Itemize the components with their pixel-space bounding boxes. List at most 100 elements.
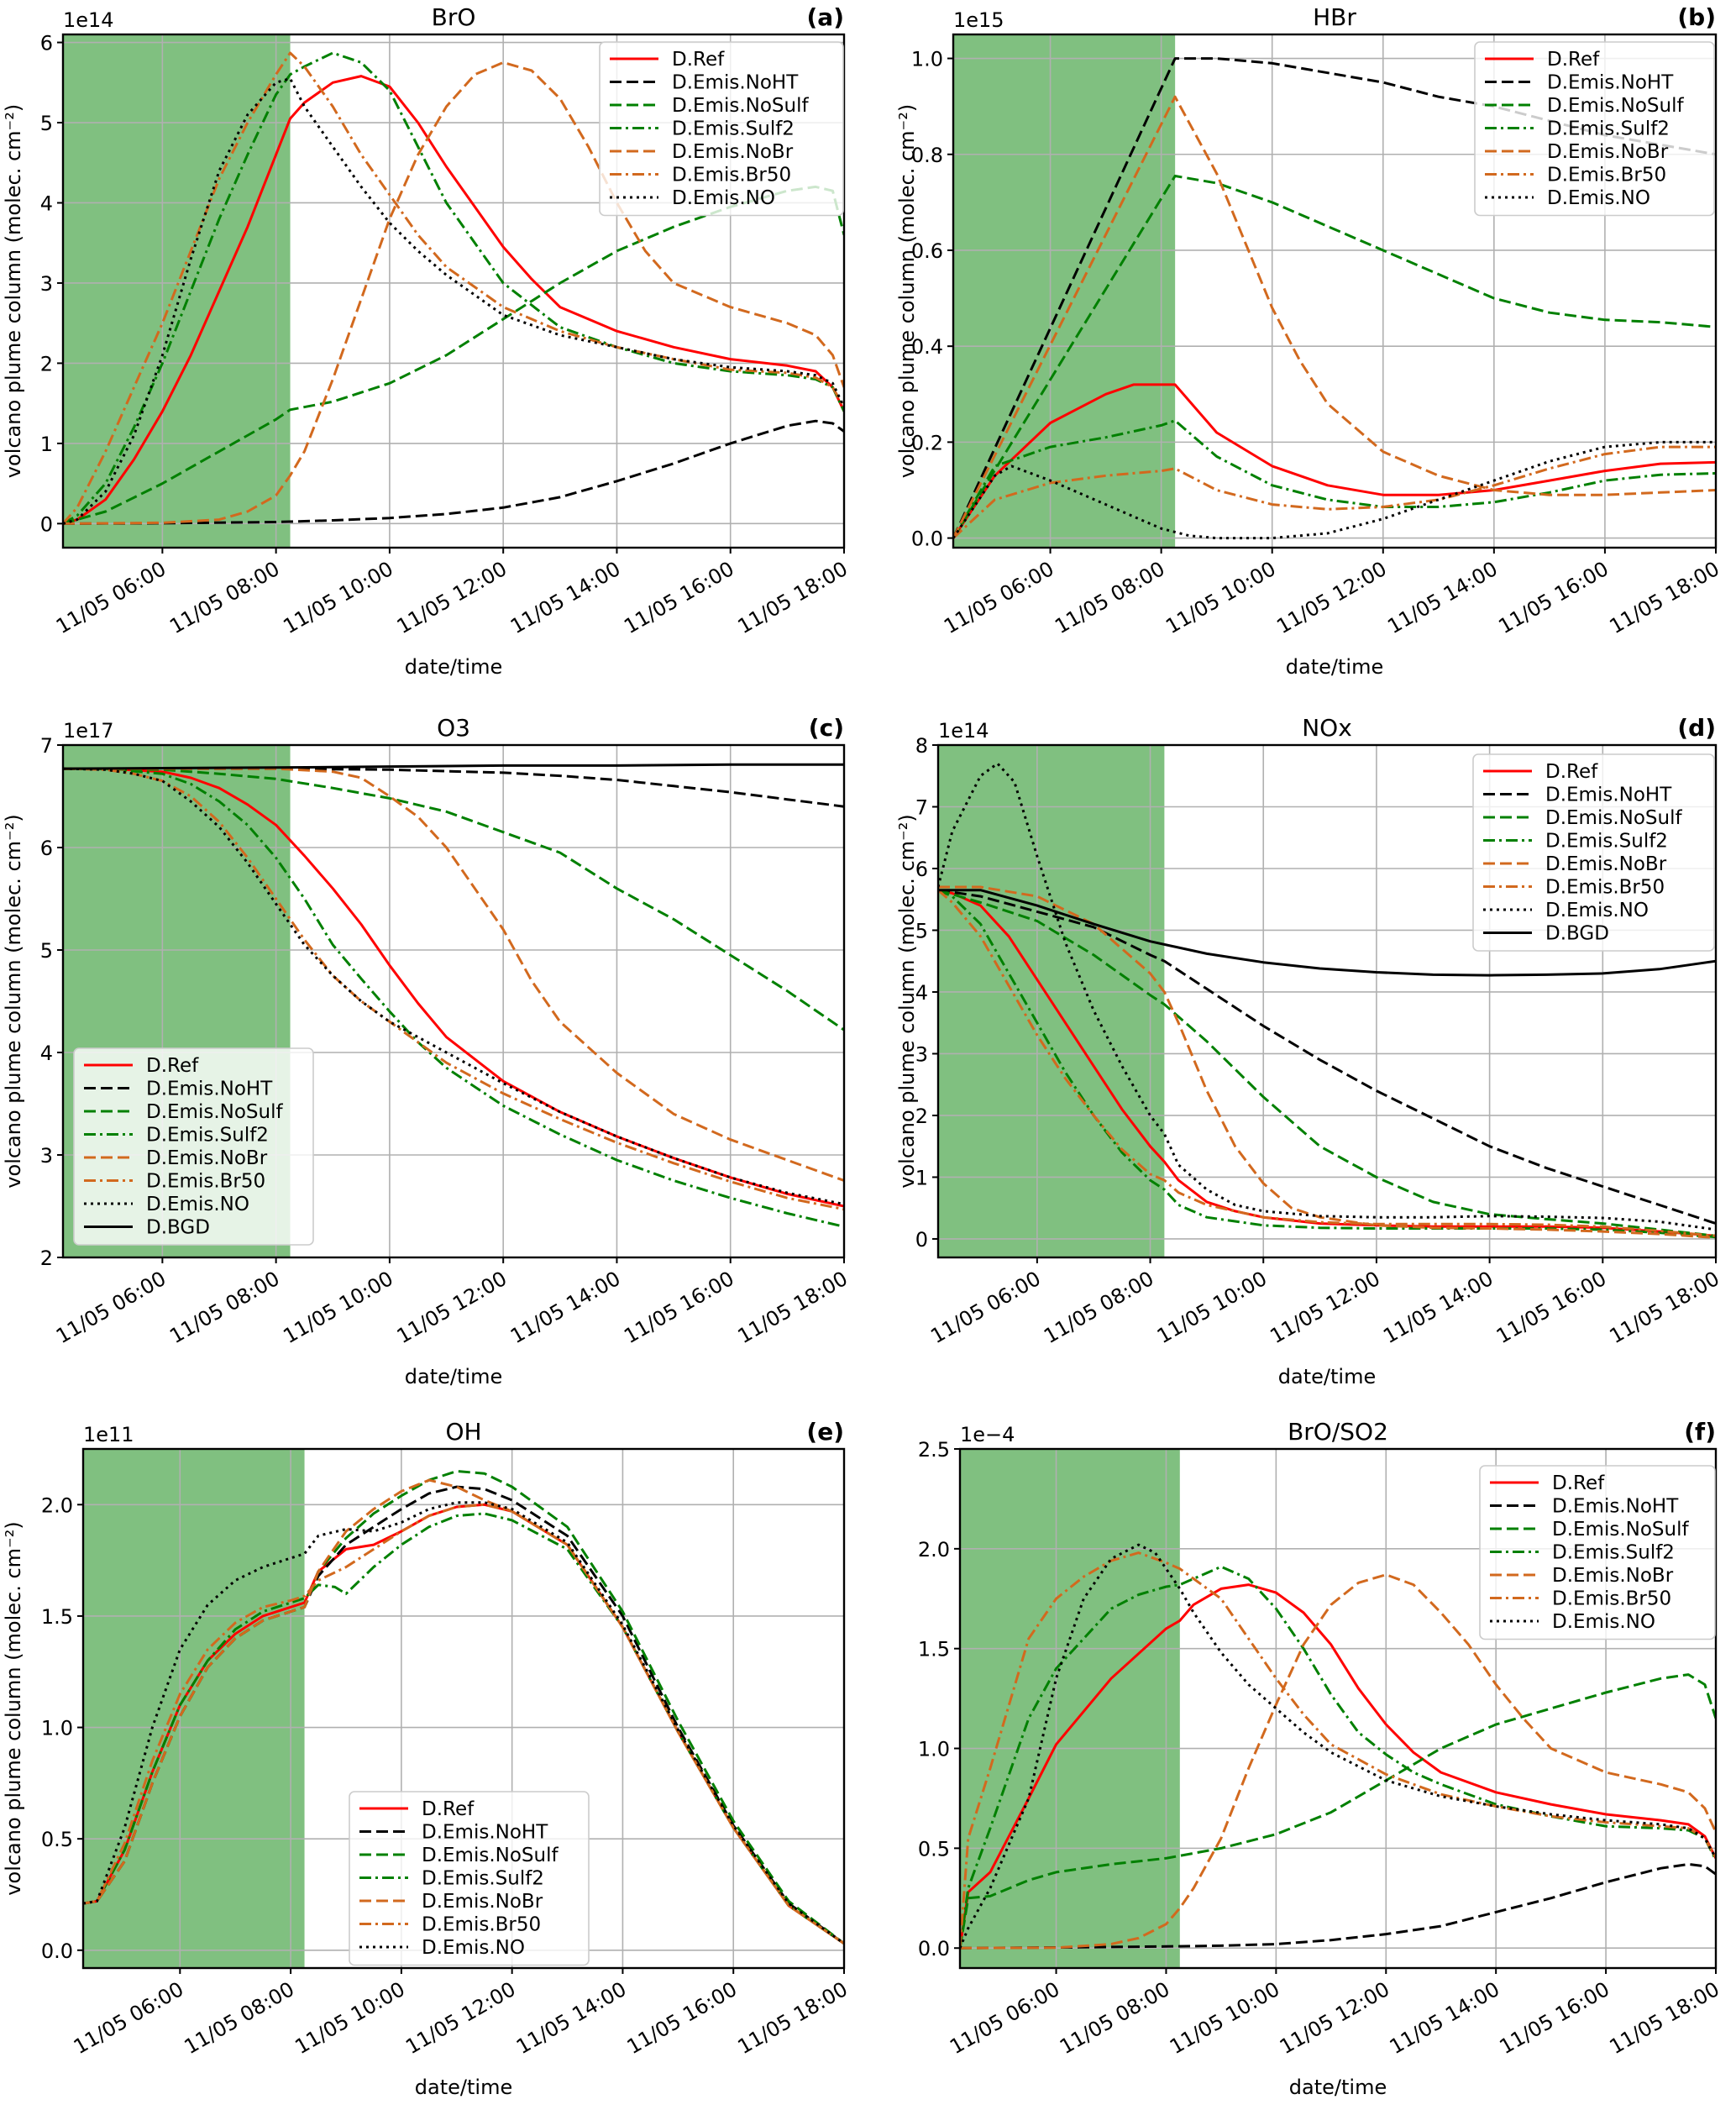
y-tick-label: 1.0	[41, 1717, 73, 1740]
legend-entry: D.Emis.NoBr	[672, 141, 794, 163]
x-tick-label: 11/05 16:00	[1496, 1977, 1613, 2059]
series-line-d-emis-nobr	[953, 95, 1716, 539]
x-tick-label: 11/05 12:00	[1276, 1977, 1393, 2059]
x-tick-label: 11/05 12:00	[401, 1977, 519, 2059]
legend-entry: D.Emis.Br50	[422, 1914, 541, 1936]
y-tick-label: 0.5	[918, 1837, 950, 1861]
y-tick-label: 4	[40, 1042, 53, 1065]
series-line-d-bgd	[938, 889, 1716, 977]
legend-entry: D.BGD	[146, 1217, 210, 1239]
legend: D.RefD.Emis.NoHTD.Emis.NoSulfD.Emis.Sulf…	[1472, 753, 1715, 952]
x-tick-label: 11/05 16:00	[620, 557, 737, 638]
x-axis-label: date/time	[405, 1365, 502, 1388]
y-tick-label: 2	[40, 352, 53, 375]
y-tick-label: 6	[40, 837, 53, 860]
series-group	[938, 762, 1716, 1239]
x-tick-label: 11/05 08:00	[1056, 1977, 1173, 2059]
legend-entry: D.Emis.Sulf2	[1552, 1542, 1675, 1564]
y-axis-label: volcano plume column (molec. cm⁻²)	[895, 104, 919, 478]
y-tick-label: 2.5	[918, 1438, 950, 1462]
series-line-d-emis-br50	[938, 889, 1716, 1237]
legend: D.RefD.Emis.NoHTD.Emis.NoSulfD.Emis.Sulf…	[1479, 1465, 1716, 1640]
y-tick-label: 0	[915, 1228, 928, 1252]
legend-entry: D.Emis.NoBr	[1545, 853, 1667, 875]
legend: D.RefD.Emis.NoHTD.Emis.NoSulfD.Emis.Sulf…	[1474, 41, 1715, 217]
y-tick-label: 1	[915, 1166, 928, 1189]
legend-entry: D.Emis.NoSulf	[1545, 807, 1682, 829]
legend-entry: D.Emis.NoSulf	[1547, 95, 1684, 117]
legend-entry: D.Emis.NoSulf	[672, 95, 809, 117]
series-line-d-ref	[938, 889, 1716, 1237]
x-tick-label: 11/05 06:00	[70, 1977, 187, 2059]
series-group	[83, 1470, 844, 1945]
x-tick-label: 11/05 08:00	[1051, 557, 1168, 638]
legend-entry: D.Ref	[146, 1055, 199, 1077]
panel-tag: (d)	[1677, 714, 1716, 742]
x-tick-label: 11/05 18:00	[1606, 1977, 1723, 2059]
panel-tag: (a)	[807, 3, 845, 31]
legend-entry: D.Emis.Sulf2	[672, 118, 795, 140]
series-line-d-emis-no	[63, 77, 844, 525]
x-tick-label: 11/05 06:00	[52, 557, 170, 638]
y-tick-label: 1.0	[911, 48, 943, 71]
legend-entry: D.Emis.NoHT	[1552, 1496, 1679, 1518]
legend-entry: D.Emis.Br50	[1545, 877, 1665, 899]
x-tick-label: 11/05 12:00	[1267, 1267, 1384, 1348]
x-tick-label: 11/05 10:00	[1166, 1977, 1283, 2059]
legend: D.RefD.Emis.NoHTD.Emis.NoSulfD.Emis.Sulf…	[349, 1791, 590, 1966]
series-line-d-emis-no	[953, 440, 1716, 540]
panel-tag: (c)	[809, 714, 844, 742]
legend-entry: D.Emis.NoBr	[1547, 141, 1669, 163]
series-line-d-emis-nosulf	[953, 175, 1716, 539]
panel-title: NOx	[1302, 714, 1352, 742]
y-tick-label: 1.5	[41, 1605, 73, 1629]
x-tick-label: 11/05 08:00	[1040, 1267, 1157, 1348]
series-line-d-emis-br50	[63, 51, 844, 525]
series-line-d-emis-nosulf	[938, 889, 1716, 1237]
y-tick-label: 7	[915, 795, 928, 819]
series-line-d-emis-sulf2	[938, 889, 1716, 1239]
legend-entry: D.BGD	[1545, 923, 1609, 945]
x-tick-label: 11/05 12:00	[393, 557, 511, 638]
series-line-d-emis-noht	[63, 767, 844, 808]
x-axis-label: date/time	[405, 655, 502, 679]
x-tick-label: 11/05 18:00	[734, 1977, 852, 2059]
series-line-d-emis-no	[938, 762, 1716, 1231]
x-tick-label: 11/05 12:00	[1272, 557, 1390, 638]
legend-entry: D.Emis.NoBr	[422, 1891, 543, 1913]
legend: D.RefD.Emis.NoHTD.Emis.NoSulfD.Emis.Sulf…	[599, 41, 844, 217]
legend-box	[1479, 1465, 1716, 1640]
y-tick-label: 4	[40, 192, 53, 215]
x-tick-label: 11/05 18:00	[734, 1267, 852, 1348]
legend-box	[599, 41, 844, 217]
panel-title: BrO	[432, 3, 476, 31]
y-tick-label: 0	[40, 512, 53, 536]
legend-entry: D.Ref	[1552, 1472, 1605, 1494]
legend-entry: D.Emis.NoSulf	[146, 1101, 283, 1123]
legend-box	[349, 1791, 590, 1966]
legend-entry: D.Emis.Sulf2	[1545, 831, 1668, 853]
legend-entry: D.Emis.NoHT	[422, 1822, 548, 1844]
axes-frame	[936, 743, 1718, 1259]
legend-entry: D.Emis.NO	[1547, 187, 1650, 209]
series-line-d-emis-nobr	[63, 767, 844, 1182]
series-line-d-emis-br50	[83, 1503, 844, 1945]
series-line-d-emis-noht	[960, 1862, 1716, 1950]
x-tick-label: 11/05 06:00	[52, 1267, 170, 1348]
legend-box	[73, 1047, 314, 1246]
y-tick-label: 5	[915, 919, 928, 942]
y-axis-label: volcano plume column (molec. cm⁻²)	[2, 814, 25, 1188]
legend-entry: D.Ref	[1547, 49, 1600, 71]
y-tick-label: 0.2	[911, 431, 943, 454]
panel-title: O3	[437, 714, 470, 742]
axis-multiplier: 1e14	[63, 8, 114, 32]
legend-entry: D.Emis.Sulf2	[146, 1125, 269, 1147]
y-tick-label: 0.4	[911, 335, 943, 359]
y-tick-label: 7	[40, 734, 53, 758]
series-line-d-ref	[63, 75, 844, 525]
x-tick-label: 11/05 18:00	[1606, 557, 1723, 638]
